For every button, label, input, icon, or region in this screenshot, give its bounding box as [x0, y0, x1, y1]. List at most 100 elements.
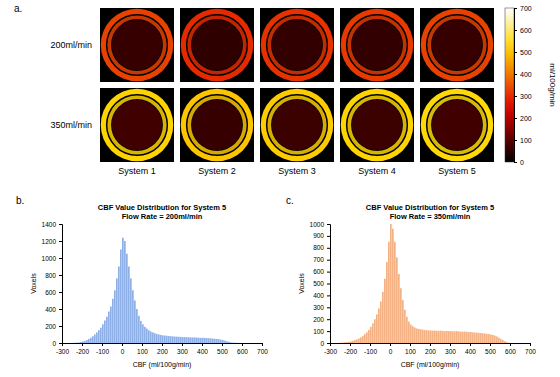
x-tick-label: 300 [177, 348, 188, 355]
inner-ring [347, 95, 406, 154]
map-image [340, 88, 414, 162]
y-tick-mark [59, 343, 62, 344]
bar [478, 333, 480, 343]
bar [374, 319, 376, 343]
x-tick-label: 100 [137, 348, 148, 355]
x-tick-mark [470, 343, 471, 346]
map-image [100, 88, 174, 162]
bar [96, 332, 98, 343]
x-tick-label: 0 [121, 348, 125, 355]
bar [452, 331, 454, 343]
colorbar-tick: 100 [514, 137, 532, 144]
bars [72, 238, 242, 343]
bar [124, 241, 126, 343]
x-tick: 400 [197, 343, 208, 355]
x-tick: -300 [324, 343, 337, 355]
y-tick-label: 1000 [310, 221, 325, 228]
bar [348, 342, 350, 343]
bar [210, 338, 212, 343]
x-tick: 0 [389, 343, 393, 355]
bar [158, 335, 160, 344]
bar [216, 339, 218, 343]
bar [212, 339, 214, 343]
x-tick-mark [82, 343, 83, 346]
map-image [340, 8, 414, 82]
x-tick: 600 [237, 343, 248, 355]
bar [434, 331, 436, 343]
y-tick-mark [59, 275, 62, 276]
bar [448, 331, 450, 343]
x-tick: 100 [137, 343, 148, 355]
row-label: 200ml/min [50, 40, 92, 50]
bar [396, 257, 398, 343]
bar [504, 341, 506, 343]
bar [468, 332, 470, 343]
map-image [100, 8, 174, 82]
bar [362, 336, 364, 343]
map-background [100, 88, 174, 162]
column-label: System 4 [358, 166, 396, 176]
y-axis-title: Voxels [298, 273, 305, 294]
bar [404, 310, 406, 343]
bar [218, 339, 220, 343]
chart-subtitle: Flow Rate = 200ml/min [122, 212, 203, 221]
map-background [340, 8, 414, 82]
bar [460, 332, 462, 343]
y-tick-label: 1200 [42, 238, 57, 245]
bar [340, 342, 342, 343]
bar [430, 331, 432, 343]
bar [438, 331, 440, 343]
y-tick: 700 [313, 256, 330, 263]
x-tick: -200 [76, 343, 89, 355]
x-tick-label: -300 [324, 348, 337, 355]
y-tick-label: 1400 [42, 221, 57, 228]
outer-ring [421, 9, 494, 82]
panel-label: a. [14, 3, 22, 14]
y-tick-label: 600 [45, 289, 56, 296]
x-tick-label: 500 [485, 348, 496, 355]
y-tick: 1200 [42, 238, 62, 245]
y-tick: 1400 [42, 221, 62, 228]
bar [426, 330, 428, 343]
colorbar-tick-label: 500 [520, 49, 532, 56]
y-tick-mark [327, 236, 330, 237]
x-tick-mark [410, 343, 411, 346]
colorbar-tick-label: 600 [520, 27, 532, 34]
colorbar-label: ml/100g/min [548, 63, 557, 107]
x-tick-mark [122, 343, 123, 346]
row-label: 350ml/min [50, 120, 92, 130]
bar [418, 329, 420, 343]
colorbar-tick: 500 [514, 49, 532, 56]
colorbar-tick-label: 100 [520, 137, 532, 144]
bar [90, 338, 92, 343]
bar [432, 331, 434, 343]
y-tick-label: 800 [45, 272, 56, 279]
y-tick-label: 700 [313, 256, 324, 263]
bar [116, 278, 118, 343]
bar [464, 332, 466, 343]
bar [440, 331, 442, 343]
bar [72, 342, 74, 343]
bar [190, 337, 192, 343]
bar [388, 242, 390, 343]
colorbar-tick-label: 700 [520, 5, 532, 12]
core [192, 100, 242, 150]
x-tick-mark [222, 343, 223, 346]
colorbar-tick-mark [514, 52, 517, 53]
map-background [420, 8, 494, 82]
map-image [180, 88, 254, 162]
y-tick-label: 400 [313, 292, 324, 299]
x-tick-mark [450, 343, 451, 346]
core [112, 100, 162, 150]
x-tick-mark [530, 343, 531, 346]
x-tick: 200 [425, 343, 436, 355]
bar [168, 336, 170, 343]
bar [186, 337, 188, 343]
bar [400, 288, 402, 343]
colorbar-tick-mark [514, 118, 517, 119]
bar [104, 320, 106, 343]
bar [118, 267, 120, 344]
bar [450, 331, 452, 343]
bar [106, 317, 108, 343]
column-label: System 2 [198, 166, 236, 176]
